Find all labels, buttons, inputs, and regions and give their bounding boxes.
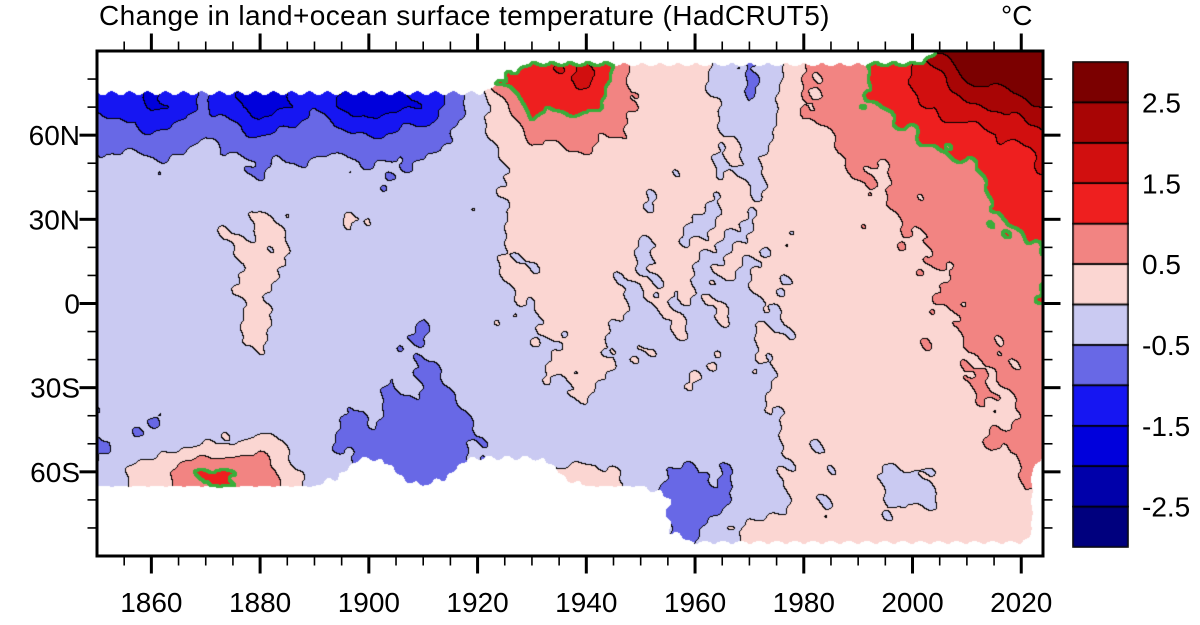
y-tick-label: 0 (64, 289, 80, 320)
y-tick-label: 60S (30, 457, 80, 488)
colorbar-tick-label: 2.5 (1142, 87, 1181, 118)
x-tick-label: 1880 (229, 587, 291, 618)
x-tick-label: 1940 (555, 587, 617, 618)
y-tick-label: 30N (29, 204, 80, 235)
colorbar-tick-label: -2.5 (1142, 492, 1190, 523)
x-tick-label: 1980 (773, 587, 835, 618)
x-tick-label: 2020 (990, 587, 1052, 618)
colorbar-tick-label: -1.5 (1142, 411, 1190, 442)
units-label: °C (1001, 0, 1033, 31)
x-tick-label: 1860 (120, 587, 182, 618)
y-tick-label: 30S (30, 373, 80, 404)
contour-plot-canvas (97, 51, 1043, 556)
colorbar (1072, 61, 1129, 548)
chart-title: Change in land+ocean surface temperature… (99, 0, 830, 31)
x-tick-label: 1920 (446, 587, 508, 618)
colorbar-tick-label: 0.5 (1142, 249, 1181, 280)
x-tick-label: 2000 (881, 587, 943, 618)
colorbar-tick-label: 1.5 (1142, 168, 1181, 199)
x-tick-label: 1900 (338, 587, 400, 618)
colorbar-tick-label: -0.5 (1142, 330, 1190, 361)
y-tick-label: 60N (29, 120, 80, 151)
x-tick-label: 1960 (664, 587, 726, 618)
